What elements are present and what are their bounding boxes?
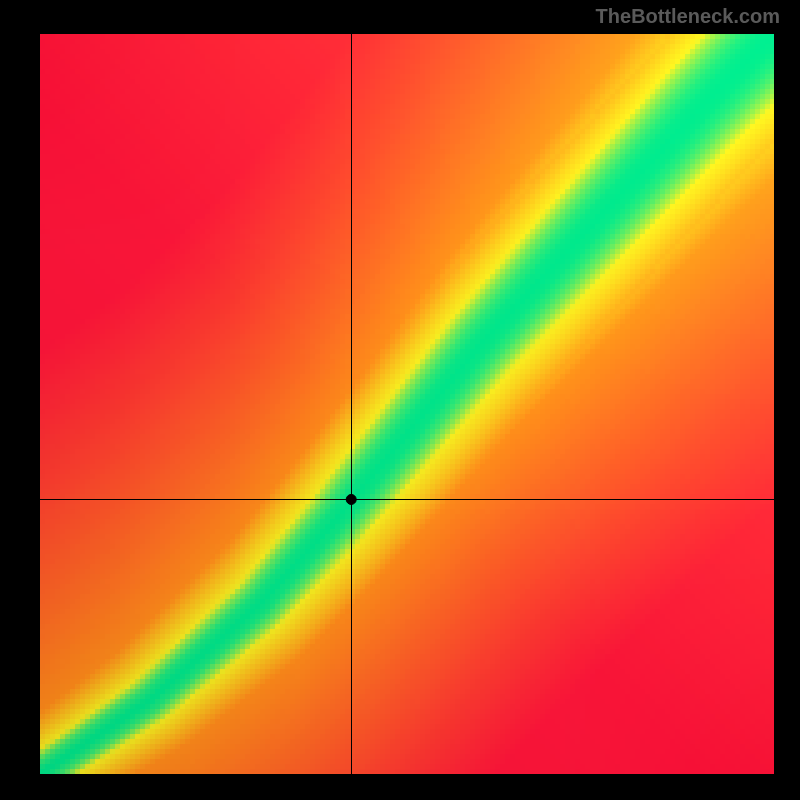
watermark-text: TheBottleneck.com	[596, 6, 780, 29]
heatmap-chart	[40, 34, 774, 774]
heatmap-canvas	[40, 34, 774, 774]
